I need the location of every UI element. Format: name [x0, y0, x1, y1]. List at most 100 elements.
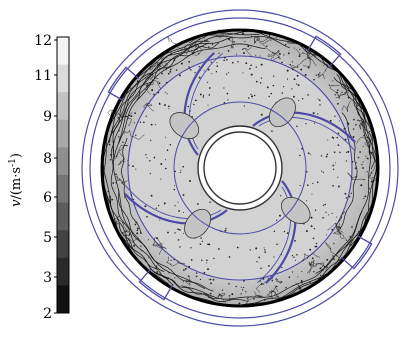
- vector-dot: [157, 91, 160, 94]
- vector-dot: [125, 234, 127, 236]
- vector-dot: [194, 99, 197, 102]
- vector-dot: [259, 82, 262, 84]
- vector-dot: [247, 45, 250, 48]
- vector-dot: [366, 157, 369, 160]
- vector-dot: [273, 256, 275, 258]
- vector-dot: [273, 75, 275, 77]
- vector-dot: [148, 256, 150, 258]
- vector-dot: [333, 243, 335, 245]
- vector-dot: [334, 94, 336, 96]
- streamline: [146, 262, 220, 300]
- hub-bore: [203, 131, 277, 205]
- vector-dot: [366, 136, 368, 139]
- vector-dot: [284, 43, 287, 46]
- vector-dot: [318, 99, 321, 102]
- vector-dot: [195, 272, 198, 274]
- vector-dot: [127, 159, 129, 162]
- streamline: [337, 112, 358, 231]
- colorbar-band: [57, 119, 69, 148]
- vector-dot: [275, 37, 277, 39]
- vector-dot: [197, 45, 200, 47]
- vector-dot: [155, 265, 158, 267]
- vector-dot: [316, 181, 319, 184]
- vector-dot: [332, 168, 335, 171]
- vector-dot: [175, 69, 178, 71]
- vector-dot: [309, 154, 311, 156]
- velocity-contour: [280, 196, 311, 224]
- vector-dot: [155, 207, 158, 210]
- vector-dot: [280, 195, 282, 197]
- vector-dot: [139, 121, 142, 123]
- vector-dot: [207, 268, 209, 271]
- vector-dot: [117, 116, 119, 119]
- vector-dot: [306, 184, 309, 187]
- streamline: [103, 46, 177, 250]
- vector-dot: [331, 212, 333, 214]
- vector-dot: [204, 39, 206, 42]
- colorbar-tick-label: 9: [43, 109, 52, 125]
- vector-dot: [250, 73, 253, 76]
- vector-dot: [268, 265, 270, 267]
- vector-dot: [189, 180, 191, 182]
- vector-dot: [278, 53, 281, 55]
- vector-dot: [188, 265, 191, 268]
- vector-dot: [206, 259, 208, 262]
- vector-dot: [210, 282, 212, 285]
- vector-dot: [281, 61, 283, 64]
- vector-dot: [173, 59, 176, 62]
- vector-dot: [313, 78, 315, 81]
- streamline: [338, 87, 350, 100]
- colorbar-band: [57, 230, 69, 259]
- vector-dot: [324, 203, 326, 206]
- streamline: [117, 218, 128, 233]
- vector-dot: [213, 257, 215, 260]
- vector-dot: [296, 83, 298, 85]
- vector-dot: [333, 151, 336, 154]
- vector-dot: [198, 66, 200, 68]
- vector-dot: [315, 245, 318, 248]
- vector-dot: [201, 240, 204, 243]
- vector-dot: [251, 35, 253, 37]
- impeller-blade: [252, 111, 356, 143]
- streamline: [110, 195, 174, 286]
- vector-dot: [209, 278, 212, 281]
- streamline: [153, 237, 167, 249]
- colorbar-band: [57, 92, 69, 121]
- streamline: [295, 48, 312, 61]
- vector-dot: [306, 200, 308, 202]
- streamline: [119, 221, 247, 302]
- vector-dot: [338, 219, 340, 222]
- vector-dot: [134, 223, 137, 226]
- colorbar-tick-label: 3: [43, 270, 52, 286]
- vector-dot: [362, 167, 364, 169]
- vector-dot: [158, 204, 160, 207]
- vector-dot: [226, 59, 228, 61]
- vector-dot: [325, 155, 328, 158]
- vector-dot: [312, 237, 315, 240]
- streamline: [145, 81, 155, 95]
- vector-dot: [345, 160, 348, 162]
- streamline: [356, 119, 363, 130]
- vector-dot: [334, 115, 336, 117]
- vector-dot: [227, 50, 230, 52]
- vector-dot: [242, 32, 244, 35]
- vector-dot: [314, 122, 316, 124]
- streamline: [114, 144, 129, 158]
- vector-dot: [294, 240, 296, 242]
- vector-dot: [307, 152, 310, 155]
- vector-dot: [245, 62, 248, 65]
- vector-dot: [264, 251, 267, 253]
- vector-dot: [132, 231, 134, 233]
- vector-dot: [209, 201, 211, 204]
- vector-dot: [325, 234, 327, 236]
- vector-dot: [198, 76, 201, 79]
- vector-dot: [307, 94, 309, 96]
- vector-dot: [337, 185, 340, 188]
- vector-dot: [156, 237, 159, 240]
- vector-dot: [362, 145, 364, 147]
- vector-dot: [226, 92, 229, 95]
- vector-dot: [177, 201, 179, 203]
- vector-dot: [218, 52, 220, 54]
- vector-dot: [291, 255, 294, 257]
- vector-dot: [270, 58, 273, 60]
